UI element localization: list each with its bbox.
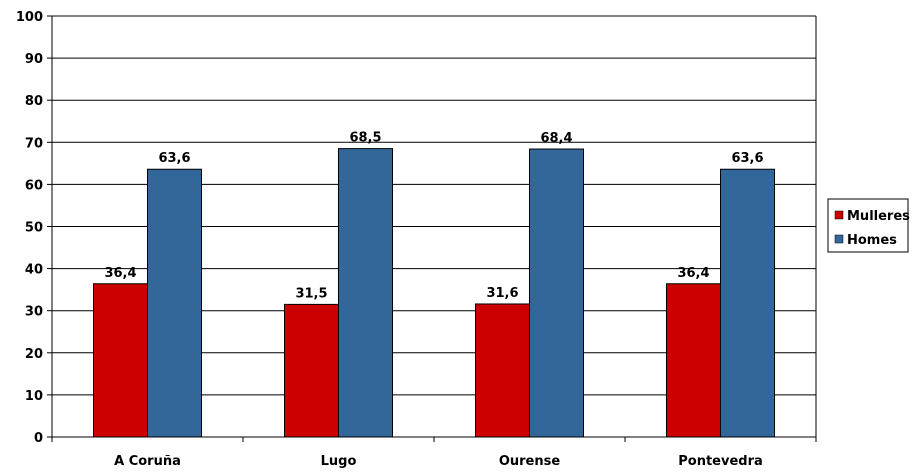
axes bbox=[51, 15, 817, 438]
data-label-mulleres-3: 36,4 bbox=[677, 266, 709, 281]
bars bbox=[93, 148, 775, 438]
data-labels: 36,4 63,6 31,5 68,5 31,6 68,4 36,4 63,6 bbox=[104, 131, 763, 302]
y-tick-label-0: 0 bbox=[34, 431, 43, 446]
y-tick-label-100: 100 bbox=[16, 10, 43, 25]
bar-mulleres-3 bbox=[666, 283, 721, 438]
bar-homes-0 bbox=[147, 168, 202, 438]
data-label-mulleres-0: 36,4 bbox=[104, 266, 136, 281]
data-label-homes-2: 68,4 bbox=[540, 131, 572, 146]
data-label-homes-1: 68,5 bbox=[349, 131, 381, 146]
y-tick-label-90: 90 bbox=[25, 52, 43, 67]
y-tick-label-50: 50 bbox=[25, 221, 43, 236]
legend-swatch-homes bbox=[834, 234, 844, 244]
x-tick-label-2: Ourense bbox=[499, 454, 561, 469]
y-tick-label-30: 30 bbox=[25, 305, 43, 320]
legend-label-homes: Homes bbox=[847, 233, 897, 248]
legend-swatch-mulleres bbox=[834, 210, 844, 220]
data-label-mulleres-2: 31,6 bbox=[486, 286, 518, 301]
legend-label-mulleres: Mulleres bbox=[847, 209, 910, 224]
data-label-homes-0: 63,6 bbox=[158, 151, 190, 166]
data-label-homes-3: 63,6 bbox=[731, 151, 763, 166]
bar-homes-3 bbox=[720, 168, 775, 438]
y-tick-label-10: 10 bbox=[25, 389, 43, 404]
data-label-mulleres-1: 31,5 bbox=[295, 286, 327, 301]
bar-homes-2 bbox=[529, 148, 584, 438]
y-tick-label-70: 70 bbox=[25, 136, 43, 151]
bar-mulleres-2 bbox=[475, 303, 530, 438]
y-tick-label-40: 40 bbox=[25, 263, 43, 278]
y-tick-label-20: 20 bbox=[25, 347, 43, 362]
y-axis-ticks: 0 10 20 30 40 50 60 70 80 90 100 bbox=[16, 10, 52, 446]
x-axis-ticks: A Coruña Lugo Ourense Pontevedra bbox=[51, 437, 817, 469]
x-tick-label-3: Pontevedra bbox=[678, 454, 763, 469]
bar-mulleres-0 bbox=[93, 283, 148, 438]
bar-homes-1 bbox=[338, 148, 393, 438]
x-tick-label-0: A Coruña bbox=[114, 454, 181, 469]
x-tick-label-1: Lugo bbox=[321, 454, 357, 469]
y-tick-label-80: 80 bbox=[25, 94, 43, 109]
legend: Mulleres Homes bbox=[827, 198, 910, 253]
bar-mulleres-1 bbox=[284, 303, 339, 438]
y-tick-label-60: 60 bbox=[25, 178, 43, 193]
